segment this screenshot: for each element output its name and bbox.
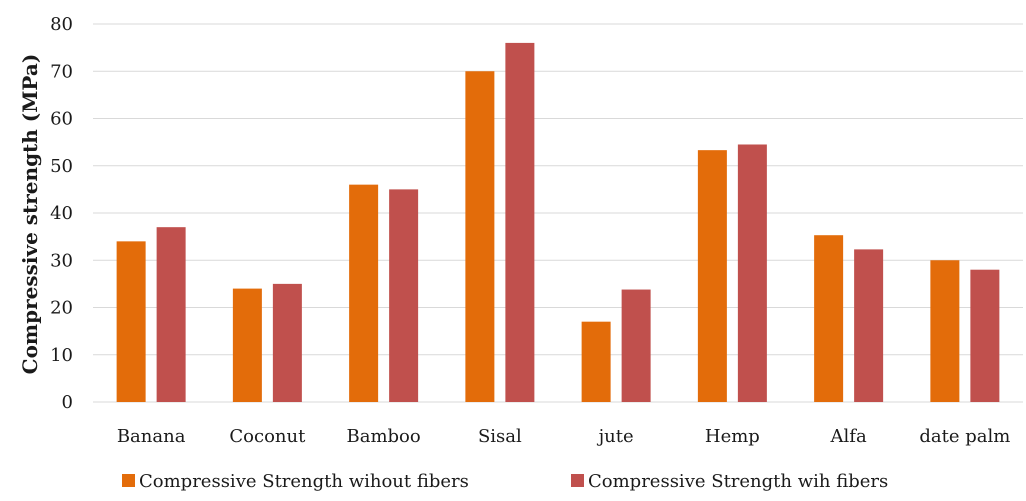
y-tick-label: 0 xyxy=(62,392,73,413)
y-tick-label: 10 xyxy=(50,345,73,366)
legend-swatch xyxy=(571,474,584,487)
bar-without-fibers xyxy=(232,288,262,402)
bar-with-fibers xyxy=(272,283,302,402)
y-tick-label: 60 xyxy=(50,109,73,130)
y-tick-label: 30 xyxy=(50,250,73,271)
bar-with-fibers xyxy=(737,144,767,403)
x-category-label: Banana xyxy=(117,426,186,447)
legend-swatch xyxy=(122,474,135,487)
bar-without-fibers xyxy=(465,71,495,402)
bar-with-fibers xyxy=(970,269,1000,402)
y-tick-label: 70 xyxy=(50,61,73,82)
y-tick-label: 40 xyxy=(50,203,73,224)
legend: Compressive Strength wihout fibers Compre… xyxy=(122,471,888,492)
x-category-label: jute xyxy=(597,426,634,447)
bar-without-fibers xyxy=(697,150,727,402)
y-tick-label: 50 xyxy=(50,156,73,177)
bar-with-fibers xyxy=(505,42,535,403)
y-tick-label: 20 xyxy=(50,298,73,319)
bar-without-fibers xyxy=(116,241,146,402)
bar-with-fibers xyxy=(854,249,884,402)
x-category-label: Alfa xyxy=(830,426,867,447)
x-category-label: Hemp xyxy=(705,426,760,447)
bar-with-fibers xyxy=(389,189,419,402)
bar-without-fibers xyxy=(581,321,611,402)
x-axis-categories: Banana Coconut Bamboo Sisal jute Hemp Alfa date… xyxy=(117,426,1011,447)
y-axis-ticks: 0 10 20 30 40 50 60 70 80 xyxy=(50,14,73,413)
bar-without-fibers xyxy=(930,260,960,402)
bars xyxy=(116,42,1000,403)
bar-without-fibers xyxy=(814,235,844,402)
y-axis-title: Compressive strength (MPa) xyxy=(18,54,42,375)
y-tick-label: 80 xyxy=(50,14,73,35)
x-category-label: Bamboo xyxy=(347,426,421,447)
bar-with-fibers xyxy=(156,227,186,402)
x-category-label: Sisal xyxy=(478,426,522,447)
x-category-label: Coconut xyxy=(229,426,306,447)
gridlines xyxy=(93,23,1023,403)
x-category-label: date palm xyxy=(919,426,1010,447)
legend-label: Compressive Strength wih fibers xyxy=(588,471,888,492)
legend-label: Compressive Strength wihout fibers xyxy=(139,471,469,492)
bar-with-fibers xyxy=(621,289,651,402)
bar-without-fibers xyxy=(349,184,379,402)
